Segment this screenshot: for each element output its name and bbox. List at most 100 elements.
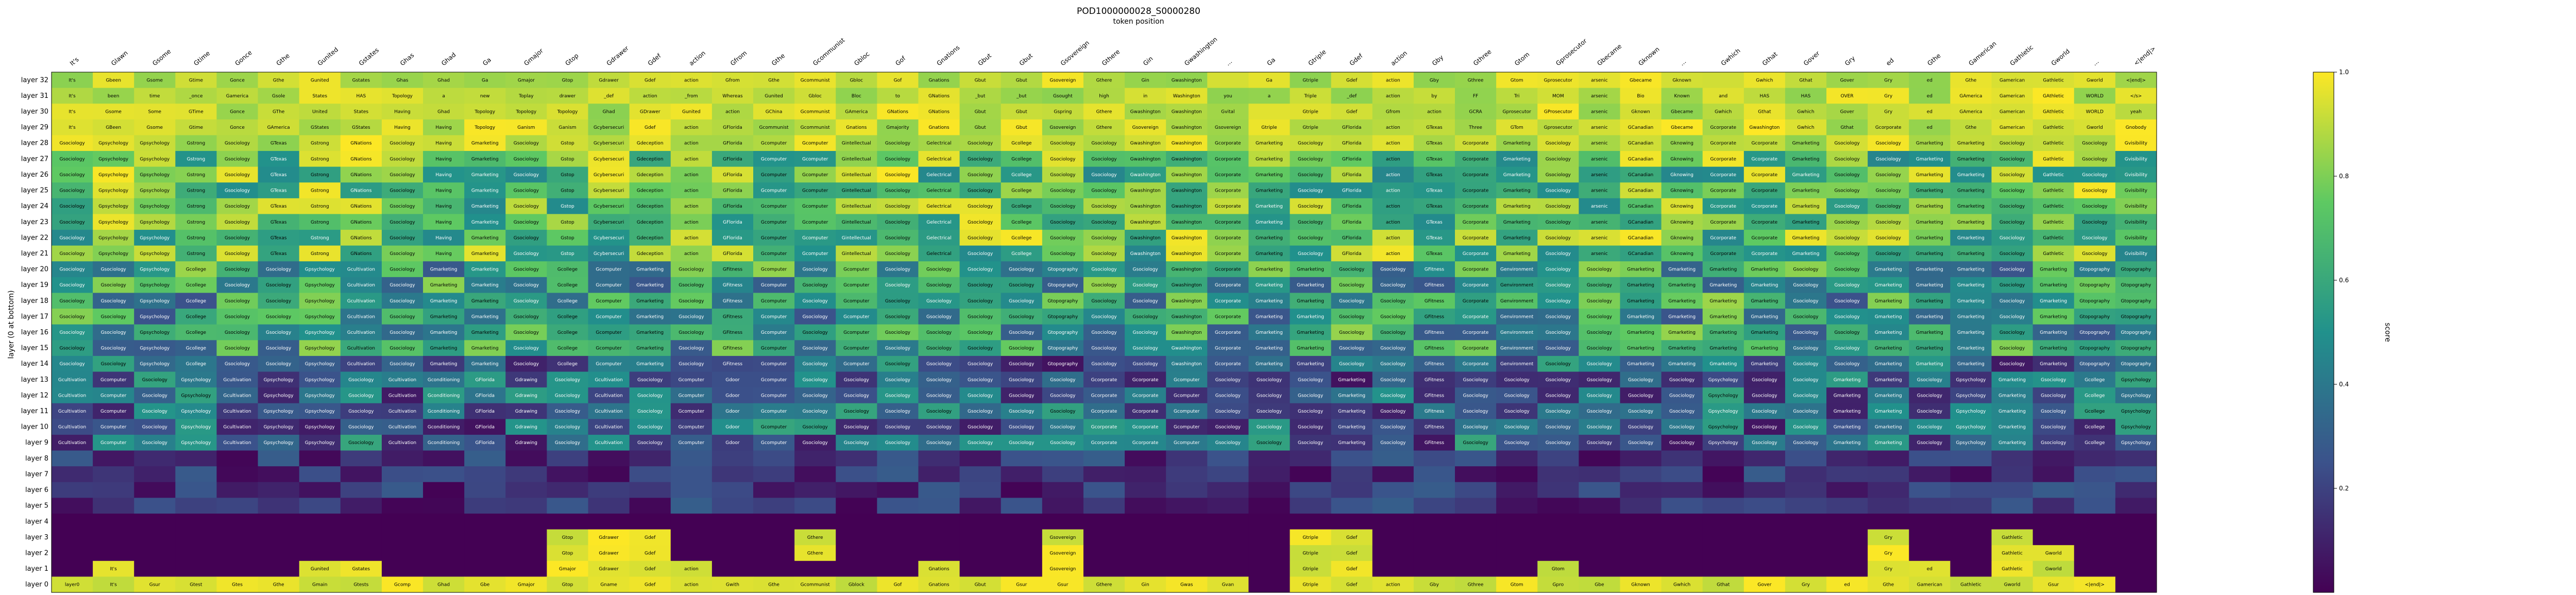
heatmap-cell [1042,88,1084,104]
heatmap-cell [2032,513,2075,530]
heatmap-cell [1702,88,1744,104]
heatmap-cell [1083,355,1125,372]
heatmap-cell [175,119,217,135]
heatmap-cell [1620,230,1662,246]
heatmap-cell [1661,198,1703,214]
cell-label: Gsociology [968,378,993,383]
cell-label: Gunited [311,78,329,83]
heatmap-cell [836,340,877,356]
cell-label: Topology [557,110,578,115]
cell-label: Gcomputer [761,378,787,383]
heatmap-cell [1579,214,1620,230]
cell-label: Gsociology [348,425,374,430]
heatmap-cell [1083,135,1125,151]
layer-label: layer 15 [21,345,48,352]
heatmap-cell [1826,119,1868,135]
cell-label: Gin [1142,583,1149,588]
cell-label: Gcorporate [1752,141,1778,146]
cell-label: Gsociology [885,141,911,146]
cell-label: action [1386,141,1400,146]
cell-label: Gdoor [725,393,740,398]
heatmap-cell [547,151,589,167]
heatmap-cell [1372,261,1414,278]
heatmap-cell [1537,119,1579,135]
heatmap-cell [1166,545,1208,562]
heatmap-cell [340,545,382,562]
cell-label: Gstop [561,173,574,178]
cell-label: Gpsychology [1708,425,1739,430]
heatmap-cell [1743,309,1786,325]
cell-label: GCanadian [1628,141,1653,146]
heatmap-cell [1950,166,1992,183]
heatmap-cell [1125,545,1166,562]
heatmap-cell [1083,545,1125,562]
cell-label: Gpsychology [98,173,129,178]
cell-label: Gsociology [1215,425,1241,430]
heatmap-cell [877,576,919,593]
heatmap-cell [1331,324,1373,341]
heatmap-cell [1950,434,1992,451]
cell-label: Gamerican [1917,583,1942,588]
cell-label: Gsociology [1628,440,1654,446]
heatmap-cell [1702,277,1744,293]
cell-label: Gmarketing [1957,314,1985,319]
heatmap-cell [1702,371,1744,388]
cell-label: Gmarketing [1297,346,1324,351]
cell-label: Gamerican [1999,78,2025,83]
heatmap-cell [670,403,713,419]
cell-label: Gstrong [187,251,206,257]
cell-label: Gwashington [1172,235,1202,241]
cell-label: Gsociology [2082,173,2108,178]
heatmap-cell [547,245,589,262]
heatmap-cell [1661,340,1703,356]
cell-label: Gof [894,78,902,83]
heatmap-cell [299,340,341,356]
cell-label: Gstop [561,189,574,194]
heatmap-cell [1166,166,1208,183]
heatmap-cell [2115,513,2157,530]
cell-label: Gtom [1552,567,1565,572]
cell-label: Gry [1884,551,1893,556]
cell-label: Gmarketing [1792,173,1820,178]
cell-label: GFlorida [475,409,495,414]
cell-label: Gsociology [1999,173,2025,178]
cell-label: Gcomputer [761,346,787,351]
heatmap-cell [1331,340,1373,356]
cell-label: GAmerica [267,125,290,130]
cell-label: Gathletic [2043,157,2064,162]
heatmap-cell [711,576,754,593]
heatmap-cell [1826,88,1868,104]
cell-label: GFlorida [475,440,495,446]
heatmap-cell [423,309,465,325]
cell-label: Gmarketing [1709,362,1737,367]
layer-label: layer 16 [21,329,48,336]
heatmap-cell [1620,434,1662,451]
cell-label: GChina [766,110,783,115]
cell-label: Gsociology [1546,409,1571,414]
cell-label: action [684,235,699,241]
heatmap-cell [464,88,506,104]
heatmap-cell [1991,230,2033,246]
cell-label: Gcollege [186,299,207,304]
heatmap-cell [836,419,877,435]
heatmap-cell [52,166,93,183]
cell-label: Gintellectual [842,220,871,225]
cell-label: Gpsychology [140,362,170,367]
heatmap-cell [1248,466,1291,483]
heatmap-cell [1496,340,1538,356]
cell-label: Gname [600,583,617,588]
heatmap-cell [959,466,1002,483]
heatmap-cell [1290,355,1332,372]
heatmap-cell [1909,230,1951,246]
heatmap-cell [2032,182,2075,199]
cell-label: Gry [1884,94,1893,99]
cell-label: ed [1927,567,1933,572]
cell-label: Gsociology [1999,141,2025,146]
cell-label: Gmarketing [471,299,499,304]
heatmap-cell [1743,119,1786,135]
token-label: Gthree [1472,48,1493,67]
cell-label: Gcollege [186,314,207,319]
heatmap-cell [670,434,713,451]
heatmap-cell [1290,387,1332,404]
colorbar-tick-label: 0.2 [2339,485,2349,492]
